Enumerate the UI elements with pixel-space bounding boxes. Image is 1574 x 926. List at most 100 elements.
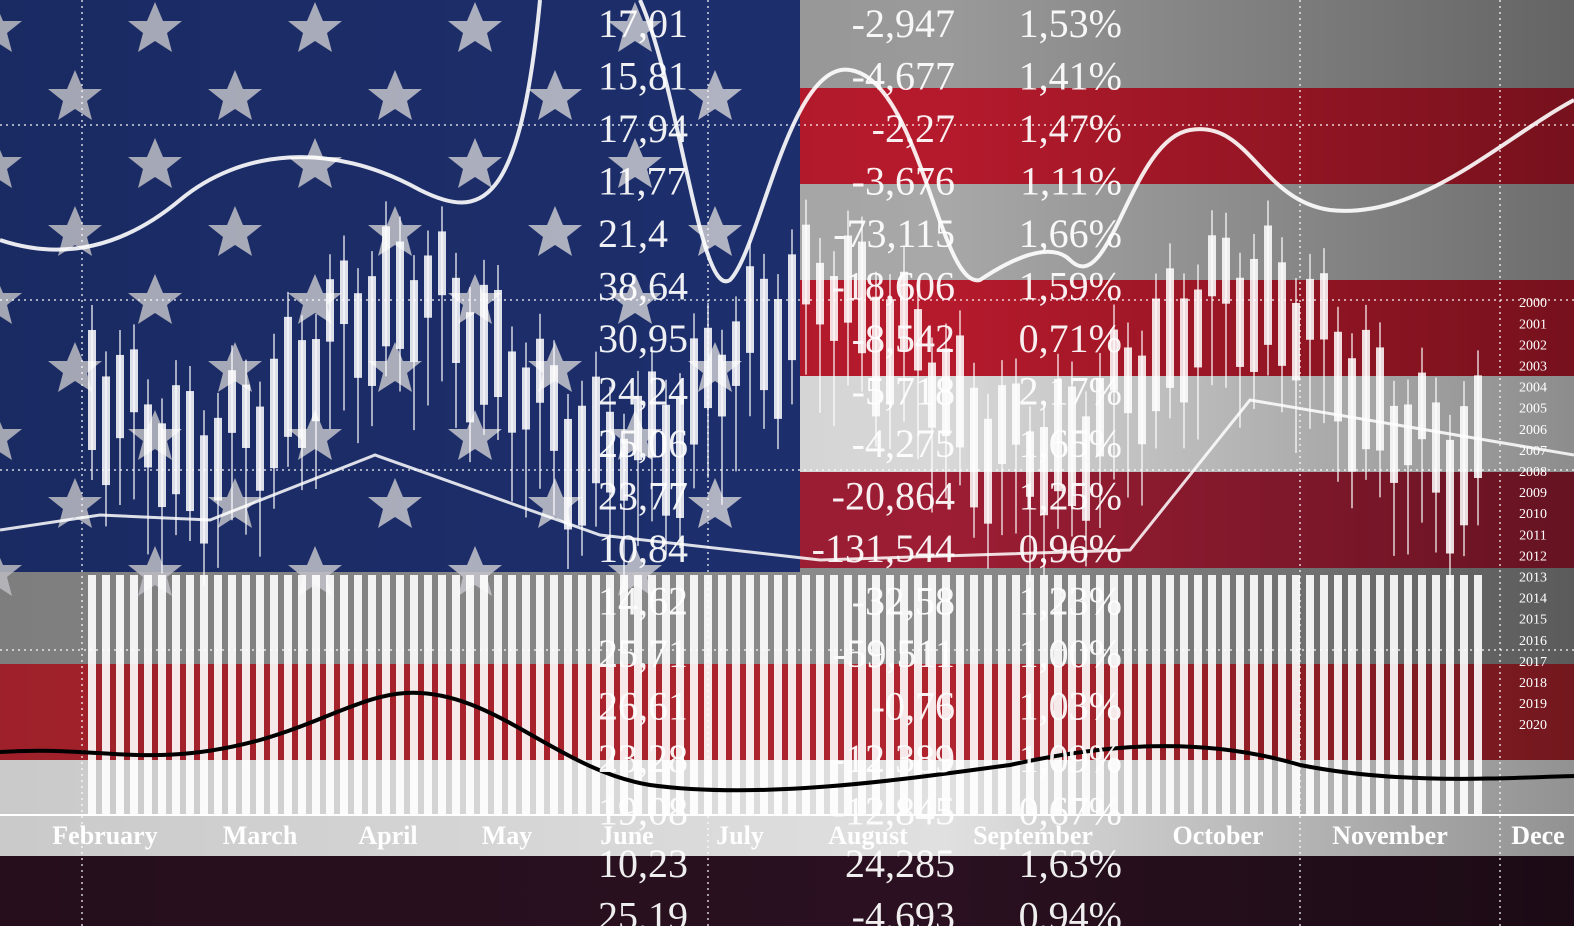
candle-column xyxy=(242,575,250,815)
candle-column xyxy=(284,575,292,815)
candle-column xyxy=(1124,575,1132,815)
candle-column xyxy=(998,575,1006,815)
candle-column xyxy=(340,575,348,815)
value: 1,03% xyxy=(1019,684,1122,729)
candle-column xyxy=(956,575,964,815)
value: -131,544 xyxy=(812,526,955,571)
value: 1,59% xyxy=(1019,264,1122,309)
candle-column xyxy=(102,575,110,815)
value: 1,65% xyxy=(1019,421,1122,466)
candle-column xyxy=(410,575,418,815)
value: 11,77 xyxy=(598,159,687,204)
candle-column xyxy=(1292,575,1300,815)
value: 30,95 xyxy=(598,316,688,361)
candle-column xyxy=(788,575,796,815)
year-label: 2002 xyxy=(1519,338,1547,353)
value: 10,23 xyxy=(598,841,688,886)
candle-column xyxy=(480,575,488,815)
candle-column xyxy=(1474,575,1482,815)
value: -12,389 xyxy=(832,736,955,781)
value: 1,47% xyxy=(1019,106,1122,151)
value: -18,606 xyxy=(832,264,955,309)
candle-column xyxy=(1376,575,1384,815)
value: 26,61 xyxy=(598,684,688,729)
candle-column xyxy=(1264,575,1272,815)
candle-column xyxy=(270,575,278,815)
value: -2,947 xyxy=(852,1,955,46)
value: 1,41% xyxy=(1019,54,1122,99)
year-label: 2006 xyxy=(1519,423,1547,438)
candle-column xyxy=(1138,575,1146,815)
value: 25,06 xyxy=(598,421,688,466)
year-label: 2017 xyxy=(1519,655,1547,670)
candle-column xyxy=(1180,575,1188,815)
value: 10,84 xyxy=(598,526,688,571)
candle-column xyxy=(1152,575,1160,815)
curve xyxy=(0,398,1574,562)
value: -8,542 xyxy=(852,316,955,361)
candle-column xyxy=(942,575,950,815)
candle-column xyxy=(648,575,656,815)
candle-column xyxy=(312,575,320,815)
candle-column xyxy=(214,575,222,815)
year-label: 2000 xyxy=(1519,296,1547,311)
month-label: September xyxy=(973,821,1093,850)
value: 23,77 xyxy=(598,474,688,519)
value: -12,845 xyxy=(832,789,955,834)
month-label: August xyxy=(828,821,908,850)
curve xyxy=(0,690,1574,793)
month-label: May xyxy=(482,821,533,850)
candle-column xyxy=(186,575,194,815)
year-label: 2016 xyxy=(1519,634,1547,649)
month-label: March xyxy=(223,821,298,850)
candle-column xyxy=(886,575,894,815)
value: 24,285 xyxy=(845,841,955,886)
candle-column xyxy=(1306,575,1314,815)
value: 21,4 xyxy=(598,211,668,256)
candle-column xyxy=(718,575,726,815)
curve xyxy=(638,0,1574,284)
candle-column xyxy=(1404,575,1412,815)
month-label: April xyxy=(358,821,417,850)
year-label: 2003 xyxy=(1519,360,1547,375)
year-label: 2010 xyxy=(1519,507,1547,522)
candle-column xyxy=(802,575,810,815)
candle-column xyxy=(1278,575,1286,815)
value: -2,27 xyxy=(872,106,955,151)
year-label: 2005 xyxy=(1519,402,1547,417)
value: -5,718 xyxy=(852,369,955,414)
candle-column xyxy=(774,575,782,815)
candle-column xyxy=(1432,575,1440,815)
candle-column xyxy=(1418,575,1426,815)
value: -4,677 xyxy=(852,54,955,99)
candle-column xyxy=(354,575,362,815)
candle-column xyxy=(1334,575,1342,815)
year-label: 2004 xyxy=(1519,381,1547,396)
candle-column xyxy=(1390,575,1398,815)
candle-column xyxy=(676,575,684,815)
candle-column xyxy=(662,575,670,815)
value: 24,24 xyxy=(598,369,688,414)
candle-column xyxy=(746,575,754,815)
value: 1,66% xyxy=(1019,211,1122,256)
candle-column xyxy=(1348,575,1356,815)
value: -4,693 xyxy=(852,894,955,926)
month-label: Dece xyxy=(1511,821,1564,850)
value: 1,23% xyxy=(1019,579,1122,624)
candle-column xyxy=(858,575,866,815)
candle-column xyxy=(1040,575,1048,815)
candle-column xyxy=(550,575,558,815)
candle-column xyxy=(984,575,992,815)
year-label: 2018 xyxy=(1519,676,1547,691)
candle-column xyxy=(144,575,152,815)
candle-column xyxy=(368,575,376,815)
candle-column xyxy=(228,575,236,815)
value: 1,63% xyxy=(1019,841,1122,886)
candle-column xyxy=(690,575,698,815)
value: 1,00% xyxy=(1019,631,1122,676)
value: -4,275 xyxy=(852,421,955,466)
value: 19,08 xyxy=(598,789,688,834)
year-label: 2013 xyxy=(1519,571,1547,586)
candle-column xyxy=(466,575,474,815)
